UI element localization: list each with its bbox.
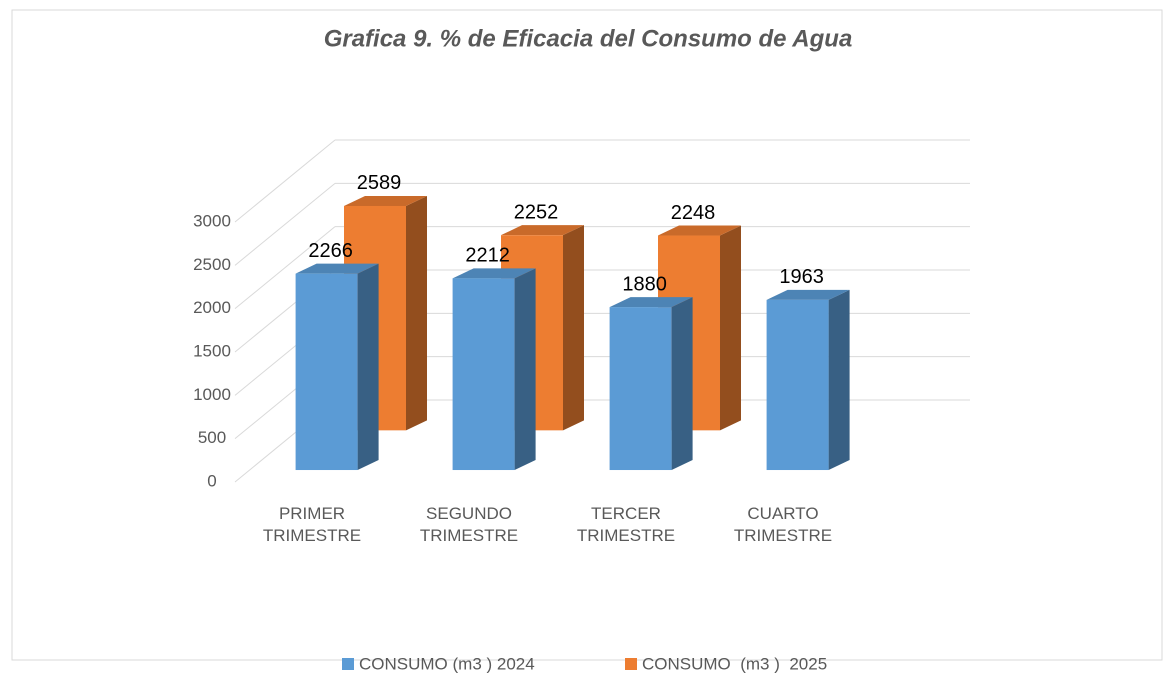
value-label: 2252 [514,201,559,223]
bar-top [766,289,850,300]
value-label: 1880 [622,273,667,295]
legend-label: CONSUMO (m3 ) 2025 [642,654,827,673]
bar-side [357,263,379,471]
bar-side [720,225,741,431]
x-tick-label: CUARTO TRIMESTRE [733,504,833,545]
grid-line-side [234,182,336,266]
y-tick-label: 1000 [193,385,231,404]
bar [609,307,672,471]
bar [452,278,515,471]
bar-top [295,263,379,274]
bar-side [563,225,584,431]
legend-swatch [625,658,637,670]
bar-top [344,195,427,206]
legend-swatch [342,658,354,670]
bar-top [452,268,536,279]
x-tick-label: SEGUNDO TRIMESTRE [419,504,519,545]
bar-side [406,195,427,431]
value-label: 2248 [671,202,716,224]
y-tick-label: 1500 [193,341,231,360]
grid-line-side [234,139,336,223]
value-label: 1963 [779,266,824,288]
bar-top [501,225,584,236]
x-tick-label: PRIMER TRIMESTRE [262,504,362,545]
bar [295,273,358,471]
chart-border [11,9,1163,661]
legend-label: CONSUMO (m3 ) 2024 [359,654,535,673]
bar-side [671,297,693,471]
y-tick-label: 500 [198,428,226,447]
bar [766,299,829,471]
bar-side [514,268,536,471]
chart-title: Grafica 9. % de Eficacia del Consumo de … [324,25,853,52]
y-tick-label: 0 [207,471,216,490]
y-tick-label: 2500 [193,255,231,274]
grid-line-side [234,226,336,310]
x-tick-label: TERCER TRIMESTRE [576,504,676,545]
value-label: 2589 [357,172,402,194]
bar-top [609,297,693,308]
bar-top [658,225,741,236]
bar-side [828,289,850,471]
y-tick-label: 3000 [193,211,231,230]
value-label: 2212 [465,245,510,267]
value-label: 2266 [308,240,353,262]
y-tick-label: 2000 [193,298,231,317]
